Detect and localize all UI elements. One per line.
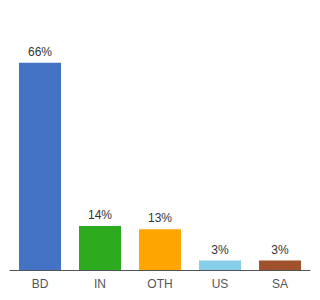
- svg-text:14%: 14%: [88, 208, 112, 222]
- svg-text:SA: SA: [272, 277, 288, 291]
- svg-text:3%: 3%: [271, 243, 289, 257]
- svg-text:IN: IN: [94, 277, 106, 291]
- svg-text:US: US: [212, 277, 229, 291]
- svg-text:OTH: OTH: [147, 277, 172, 291]
- svg-text:3%: 3%: [211, 243, 229, 257]
- svg-text:BD: BD: [32, 277, 49, 291]
- svg-text:66%: 66%: [28, 45, 52, 59]
- svg-text:13%: 13%: [148, 211, 172, 225]
